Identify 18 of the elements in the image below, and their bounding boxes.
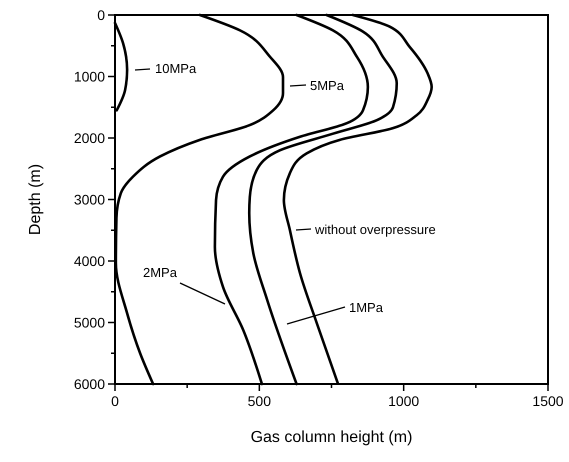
- legend-label: 10MPa: [155, 61, 197, 76]
- y-tick-label: 4000: [74, 253, 106, 269]
- legend-label: 5MPa: [310, 78, 345, 93]
- legend-label: without overpressure: [314, 222, 436, 237]
- legend-label: 1MPa: [349, 300, 384, 315]
- y-tick-label: 2000: [74, 130, 106, 146]
- x-axis-title: Gas column height (m): [250, 429, 412, 446]
- y-axis-title: Depth (m): [27, 164, 44, 236]
- x-tick-label: 1500: [532, 393, 564, 409]
- y-tick-label: 1000: [74, 68, 106, 84]
- y-tick-label: 0: [97, 7, 106, 23]
- x-tick-label: 1000: [388, 393, 420, 409]
- x-tick-label: 500: [248, 393, 272, 409]
- y-tick-label: 3000: [74, 192, 106, 208]
- y-tick-label: 5000: [74, 314, 106, 330]
- text: 2MPa: [143, 265, 178, 280]
- y-tick-label: 6000: [74, 376, 106, 392]
- x-tick-label: 0: [111, 393, 120, 409]
